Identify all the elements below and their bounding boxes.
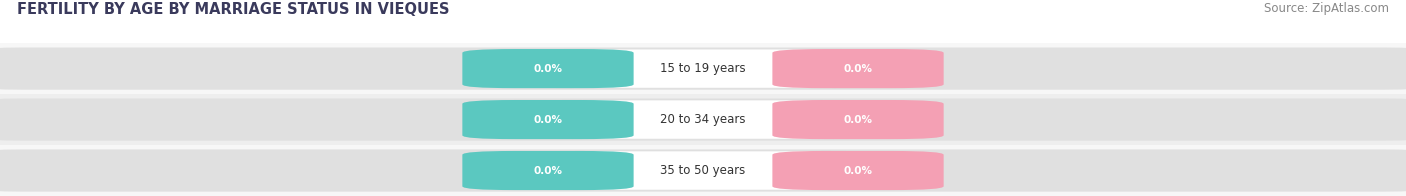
Text: 35 to 50 years: 35 to 50 years [661,164,745,177]
FancyBboxPatch shape [0,149,1406,192]
FancyBboxPatch shape [772,100,943,139]
Text: 0.0%: 0.0% [844,64,873,74]
FancyBboxPatch shape [0,98,1406,141]
FancyBboxPatch shape [772,49,943,88]
FancyBboxPatch shape [463,151,634,190]
FancyBboxPatch shape [463,49,634,88]
Text: 0.0%: 0.0% [844,114,873,125]
Text: Source: ZipAtlas.com: Source: ZipAtlas.com [1264,2,1389,15]
FancyBboxPatch shape [772,151,943,190]
FancyBboxPatch shape [534,151,872,190]
Text: 15 to 19 years: 15 to 19 years [661,62,745,75]
Bar [0,145,1406,196]
Text: FERTILITY BY AGE BY MARRIAGE STATUS IN VIEQUES: FERTILITY BY AGE BY MARRIAGE STATUS IN V… [17,2,450,17]
Bar [0,94,1406,145]
Text: 0.0%: 0.0% [533,114,562,125]
FancyBboxPatch shape [534,49,872,88]
Text: 0.0%: 0.0% [533,165,562,176]
Text: 0.0%: 0.0% [533,64,562,74]
Text: 20 to 34 years: 20 to 34 years [661,113,745,126]
Text: 0.0%: 0.0% [844,165,873,176]
FancyBboxPatch shape [463,100,634,139]
Bar [0,43,1406,94]
FancyBboxPatch shape [534,100,872,139]
FancyBboxPatch shape [0,47,1406,90]
